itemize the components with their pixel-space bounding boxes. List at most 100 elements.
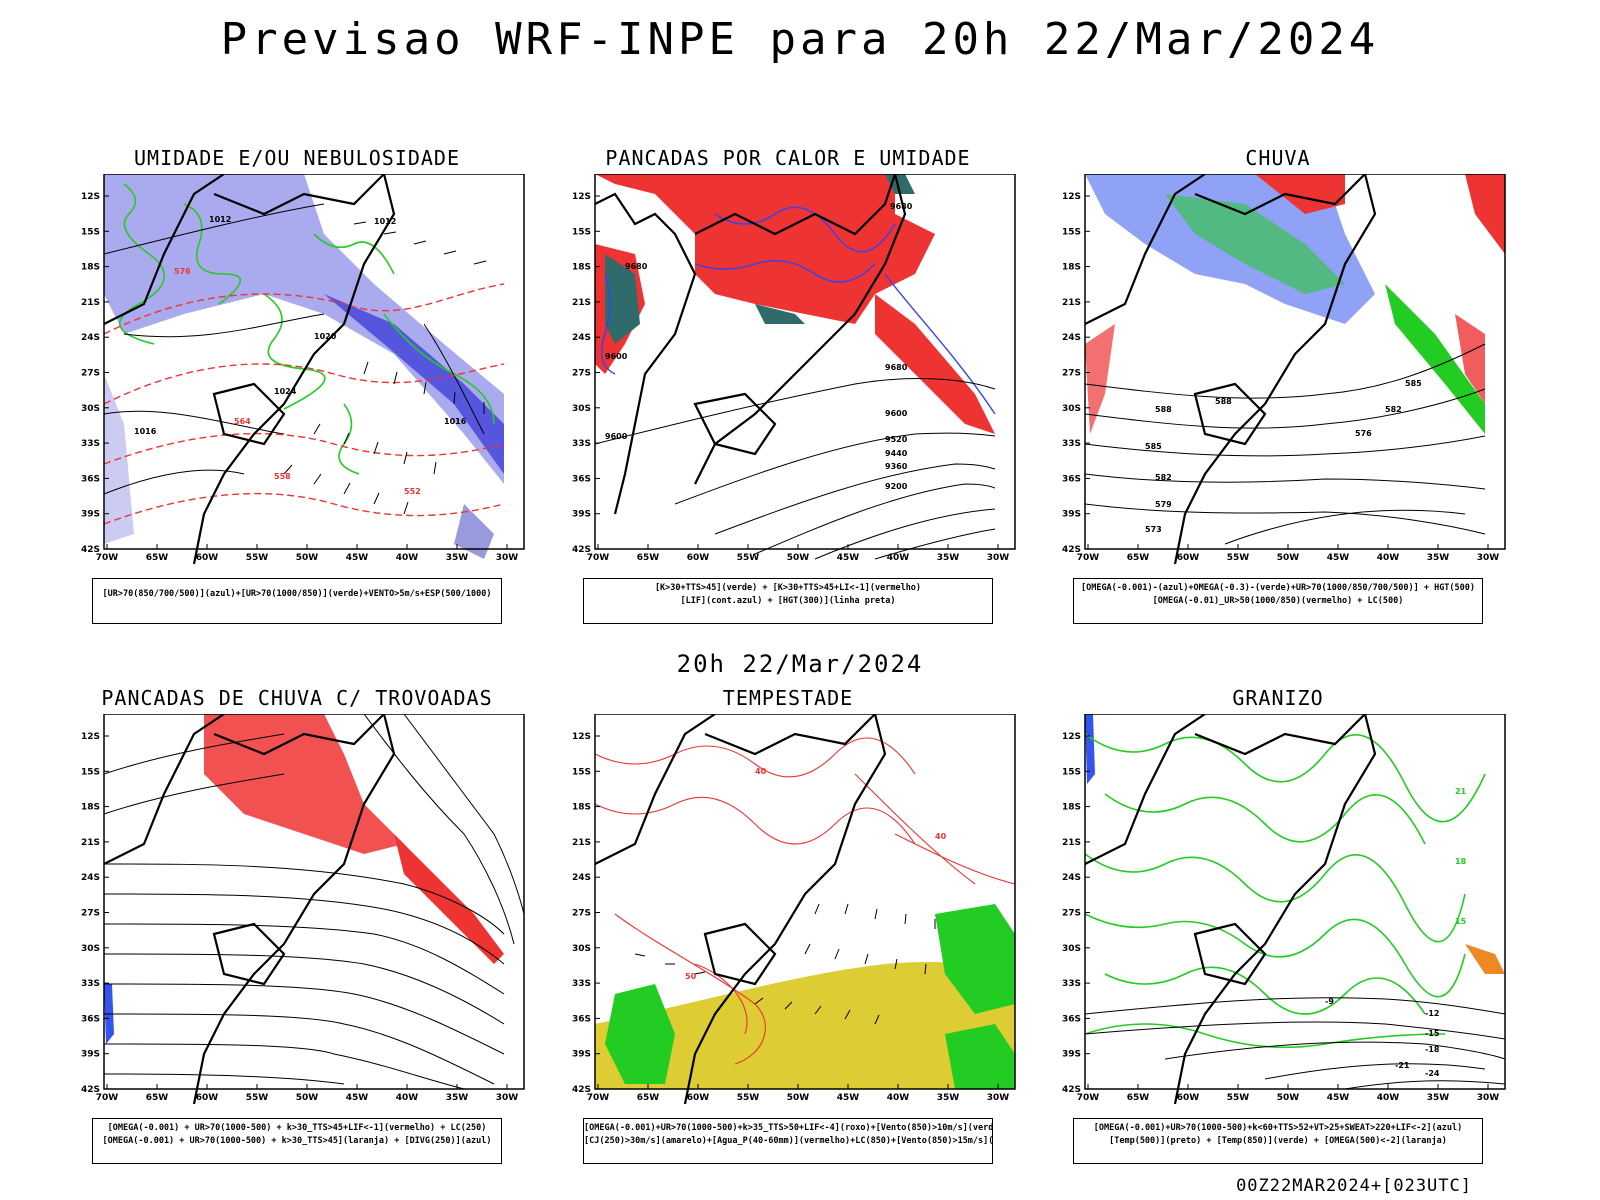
lat-label: 30S (572, 404, 591, 414)
contour-label: 1024 (274, 387, 297, 396)
lat-label: 42S (81, 545, 100, 555)
lat-label: 15S (1062, 227, 1081, 237)
contour-label: 9680 (890, 202, 913, 211)
lifted-index-contours (601, 206, 996, 415)
lon-label: 30W (1477, 1093, 1500, 1103)
lon-label: 30W (987, 553, 1010, 563)
contour-label: -12 (1425, 1009, 1439, 1018)
lon-label: 70W (1077, 1093, 1100, 1103)
panel-title: CHUVA (1245, 146, 1311, 170)
lon-label: 40W (887, 553, 910, 563)
panel-title: GRANIZO (1232, 686, 1324, 710)
contour-label: 18 (1455, 857, 1467, 866)
lon-label: 60W (687, 1093, 710, 1103)
lon-label: 35W (446, 1093, 469, 1103)
contour-label: 552 (404, 487, 421, 496)
panel-umidade: UMIDADE E/OU NEBULOSIDADE (62, 146, 532, 624)
contour-label: 588 (1215, 397, 1232, 406)
lat-label: 27S (1062, 369, 1081, 379)
lat-label: 39S (572, 1050, 591, 1060)
lat-label: 39S (81, 1050, 100, 1060)
lat-label: 18S (81, 263, 100, 273)
lat-label: 12S (572, 192, 591, 202)
legend-line: [UR>70(850/700/500)](azul)+[UR>70(1000/8… (102, 589, 492, 599)
lat-label: 39S (1062, 510, 1081, 520)
legend-line: [OMEGA(-0.001)+UR>70(1000-500)+k>35_TTS>… (584, 1123, 992, 1133)
contour-label: 1012 (209, 215, 231, 224)
wind-arrows (634, 903, 936, 1025)
lon-label: 50W (296, 553, 319, 563)
contour-labels: 1012 1016 1020 1024 1012 1016 576 564 55… (134, 215, 467, 496)
map-svg: 9680 9680 9600 9600 9520 9440 9360 9200 … (572, 174, 1016, 563)
legend-line: [OMEGA(-0.01)_UR>50(1000/850)(vermelho) … (1152, 596, 1404, 606)
lon-label: 70W (1077, 553, 1100, 563)
lat-label: 33S (572, 979, 591, 989)
contour-label: 564 (234, 417, 251, 426)
lon-label: 40W (396, 1093, 419, 1103)
lat-label: 27S (81, 909, 100, 919)
lon-label: 45W (837, 1093, 860, 1103)
legend-box: [OMEGA(-0.001)+UR>70(1000-500)+k>35_TTS>… (583, 1118, 993, 1164)
lat-label: 18S (572, 803, 591, 813)
contour-label: 582 (1155, 473, 1172, 482)
thickness-contours (103, 283, 505, 525)
lat-label: 15S (81, 767, 100, 777)
map-frame (103, 714, 525, 1090)
map-frame (594, 174, 1016, 550)
panel-title: TEMPESTADE (722, 686, 854, 710)
lat-label: 15S (81, 227, 100, 237)
contour-label: 579 (1155, 500, 1172, 509)
main-title: Previsao WRF-INPE para 20h 22/Mar/2024 (220, 14, 1380, 65)
lon-label: 65W (1127, 1093, 1150, 1103)
lon-label: 45W (837, 553, 860, 563)
lon-label: 55W (246, 553, 269, 563)
contour-label: 9600 (885, 409, 908, 418)
shading-layer (595, 174, 995, 434)
lat-label: 33S (572, 439, 591, 449)
legend-line: [Temp(500)](preto) + [Temp(850)](verde) … (1109, 1136, 1447, 1146)
contour-label: 9680 (885, 363, 908, 372)
contour-label: -15 (1425, 1029, 1440, 1038)
map-svg: 1012 1016 1020 1024 1012 1016 576 564 55… (81, 174, 525, 564)
contour-label: -21 (1395, 1061, 1410, 1070)
contour-label: -9 (1325, 997, 1334, 1006)
map-frame (1084, 174, 1506, 550)
lon-label: 50W (1277, 553, 1300, 563)
panel-title: PANCADAS DE CHUVA C/ TROVOADAS (101, 686, 493, 710)
lon-label: 60W (1177, 1093, 1200, 1103)
lon-label: 50W (1277, 1093, 1300, 1103)
map-svg: -9 -12 -15 -18 -21 -24 15 18 21 12S 15S 18… (1062, 714, 1506, 1104)
panel-chuva: CHUVA (1043, 146, 1513, 624)
lon-label: 45W (346, 553, 369, 563)
lon-label: 40W (1377, 553, 1400, 563)
lat-label: 30S (1062, 404, 1081, 414)
lat-label: 33S (1062, 439, 1081, 449)
lat-label: 30S (572, 944, 591, 954)
lat-label: 15S (1062, 767, 1081, 777)
lon-label: 45W (1327, 553, 1350, 563)
legend-box: [OMEGA(-0.001)-(azul)+OMEGA(-0.3)-(verde… (1073, 578, 1483, 624)
contour-label: 9600 (605, 432, 628, 441)
contour-labels: 40 40 50 (685, 767, 947, 981)
contour-label: 585 (1405, 379, 1422, 388)
lat-label: 12S (1062, 732, 1081, 742)
lon-label: 70W (96, 553, 119, 563)
pressure-contours (103, 203, 485, 495)
lat-label: 30S (81, 404, 100, 414)
contour-label: 573 (1145, 525, 1162, 534)
lat-label: 27S (1062, 909, 1081, 919)
wind-contours (594, 737, 1016, 1065)
contour-label: 585 (1145, 442, 1162, 451)
lat-label: 36S (81, 1014, 100, 1024)
lat-label: 21S (1062, 838, 1081, 848)
contour-label: 9440 (885, 449, 908, 458)
coastline (103, 174, 396, 564)
map-granizo: -9 -12 -15 -18 -21 -24 15 18 21 12S 15S 18… (1045, 714, 1511, 1104)
lon-label: 40W (887, 1093, 910, 1103)
legend-line: [OMEGA(-0.001)-(azul)+OMEGA(-0.3)-(verde… (1080, 583, 1476, 593)
map-umidade: 1012 1016 1020 1024 1012 1016 576 564 55… (64, 174, 530, 564)
coastline (1084, 174, 1377, 564)
